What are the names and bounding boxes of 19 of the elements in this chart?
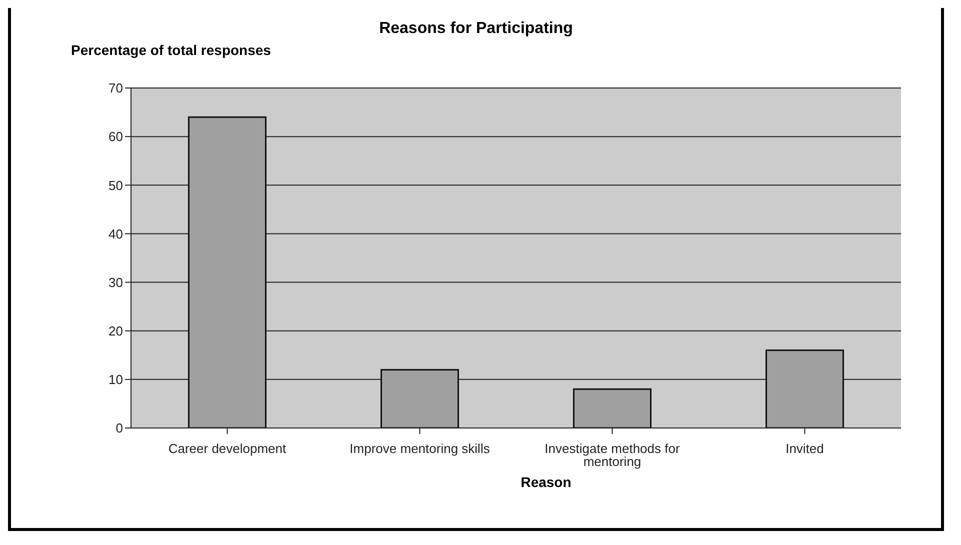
- y-tick-label: 30: [108, 274, 123, 290]
- x-tick-label: Career development: [168, 441, 287, 456]
- x-tick-label: Investigate methods for mentoring: [544, 441, 680, 470]
- y-tick-label: 70: [108, 80, 123, 96]
- x-axis-title: Reason: [520, 474, 572, 490]
- bar: [766, 350, 844, 428]
- y-tick-label: 50: [108, 178, 123, 193]
- bar: [188, 116, 266, 428]
- bar: [380, 368, 459, 428]
- y-tick-label: 10: [108, 372, 123, 388]
- chart-title: Reasons for Participating: [378, 20, 574, 38]
- y-tick-label: 0: [116, 420, 123, 436]
- x-tick-label: Invited: [786, 441, 824, 456]
- y-axis-title: Percentage of total responses: [71, 42, 271, 58]
- y-tick-label: 60: [108, 129, 123, 144]
- y-tick-label: 40: [108, 226, 123, 242]
- bar: [573, 388, 652, 428]
- x-tick-label: Improve mentoring skills: [350, 441, 490, 456]
- y-tick-label: 20: [108, 323, 123, 338]
